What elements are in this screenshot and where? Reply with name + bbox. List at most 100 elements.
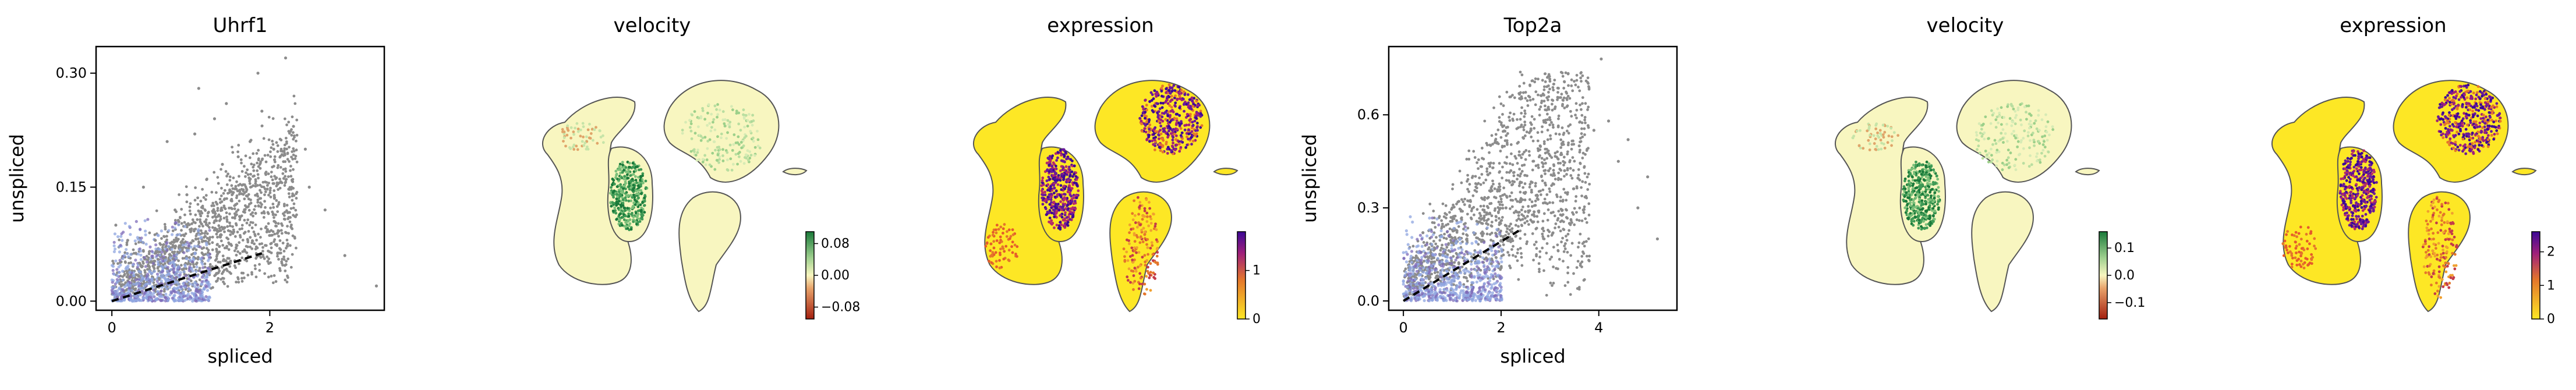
cell-point xyxy=(1055,190,1058,193)
data-point xyxy=(1573,187,1576,190)
density-point xyxy=(121,279,124,282)
data-point xyxy=(1489,239,1492,242)
data-point xyxy=(1533,127,1535,130)
cell-point xyxy=(1146,238,1149,241)
cell-point xyxy=(1014,253,1017,256)
data-point xyxy=(1531,200,1534,203)
data-point xyxy=(284,270,286,272)
cell-point xyxy=(1055,159,1058,162)
data-point xyxy=(277,144,279,147)
cell-point xyxy=(751,114,754,116)
cell-point xyxy=(1184,129,1187,132)
data-point xyxy=(219,198,222,201)
data-point xyxy=(1433,221,1436,224)
data-point xyxy=(196,203,199,206)
data-point xyxy=(252,166,254,169)
data-point xyxy=(252,169,255,172)
density-point xyxy=(130,289,133,292)
cell-point xyxy=(621,164,624,166)
data-point xyxy=(1501,204,1504,207)
data-point-14 xyxy=(260,109,263,112)
data-point xyxy=(1501,113,1504,116)
cell-point xyxy=(1158,146,1161,149)
density-point xyxy=(112,273,115,276)
cell-point xyxy=(739,160,742,163)
data-point xyxy=(1491,143,1494,146)
data-point xyxy=(1530,136,1533,139)
cell-point xyxy=(997,228,1000,231)
data-point xyxy=(215,233,218,236)
data-point xyxy=(272,213,275,216)
density-point xyxy=(197,299,200,302)
data-point xyxy=(269,207,272,210)
data-point xyxy=(1573,224,1576,226)
data-point xyxy=(269,155,272,158)
data-point xyxy=(1506,251,1509,254)
data-point xyxy=(1548,187,1551,190)
data-point xyxy=(287,175,290,178)
data-point xyxy=(1492,107,1495,109)
cell-point xyxy=(1165,87,1167,90)
data-point xyxy=(217,224,220,227)
cell-point xyxy=(1160,87,1163,90)
cell-point xyxy=(1059,176,1062,179)
data-point xyxy=(242,239,245,242)
density-point xyxy=(179,299,182,302)
data-point xyxy=(264,190,267,193)
cell-point xyxy=(1046,183,1049,186)
cell-point xyxy=(613,183,616,186)
data-point xyxy=(201,188,204,191)
cell-point xyxy=(643,196,646,199)
data-point xyxy=(271,166,274,169)
data-point xyxy=(285,148,288,151)
data-point xyxy=(1561,200,1564,203)
data-point xyxy=(257,233,260,236)
data-point xyxy=(231,200,233,203)
data-point xyxy=(1463,276,1466,279)
cell-point xyxy=(1149,271,1152,274)
data-point xyxy=(293,194,296,197)
data-point xyxy=(211,210,214,212)
density-point xyxy=(179,285,182,288)
data-point xyxy=(272,117,275,120)
panel-title: velocity xyxy=(614,14,691,37)
cell-point xyxy=(630,213,633,216)
cell-point xyxy=(1050,198,1053,201)
cell-point xyxy=(738,155,741,158)
data-point xyxy=(183,221,186,224)
density-point xyxy=(119,264,122,267)
data-point xyxy=(155,210,158,212)
data-point xyxy=(1578,242,1581,244)
cell-point xyxy=(1154,136,1157,139)
data-point xyxy=(256,247,259,250)
density-point xyxy=(165,288,168,290)
data-point xyxy=(249,178,252,180)
cell-point xyxy=(702,158,705,161)
umap-embedding-blob xyxy=(1214,168,1237,175)
data-point xyxy=(148,250,151,253)
data-point xyxy=(221,200,224,203)
data-point xyxy=(1498,95,1501,98)
cell-point xyxy=(1144,115,1147,118)
density-point xyxy=(192,257,194,260)
data-point xyxy=(230,184,233,187)
data-point xyxy=(225,215,228,218)
data-point xyxy=(1559,200,1562,203)
cell-point xyxy=(1177,92,1180,95)
data-point xyxy=(1440,227,1443,230)
data-point xyxy=(263,272,266,275)
data-point xyxy=(1541,179,1544,182)
density-point xyxy=(199,294,202,297)
density-point xyxy=(135,278,137,281)
cell-point xyxy=(1148,100,1151,103)
cell-point xyxy=(690,122,693,125)
cell-point xyxy=(582,136,585,139)
cell-point xyxy=(1191,100,1194,102)
data-point xyxy=(265,225,268,228)
data-point xyxy=(1534,90,1537,93)
cell-point xyxy=(1074,207,1077,210)
data-point xyxy=(1550,256,1553,258)
data-point xyxy=(158,242,161,245)
data-point xyxy=(1480,173,1483,176)
cell-point xyxy=(688,119,691,122)
